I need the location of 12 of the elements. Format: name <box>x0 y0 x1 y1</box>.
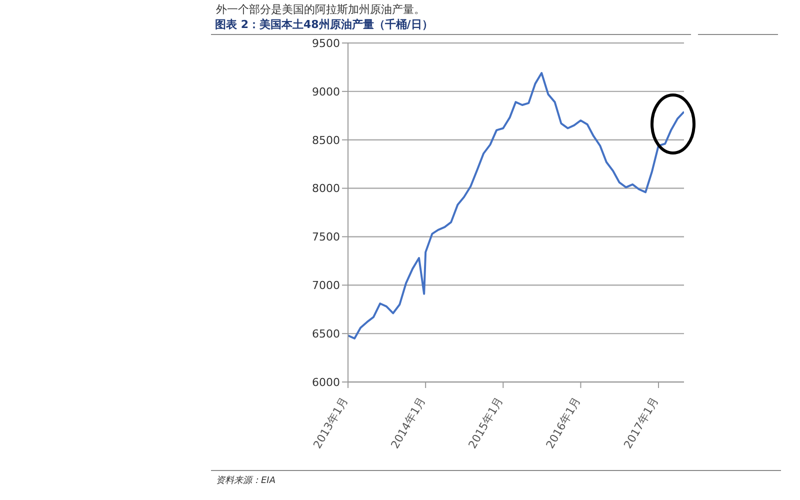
y-tick-label: 9500 <box>312 36 340 50</box>
chart-title: 图表 2：美国本土48州原油产量（千桶/日） <box>215 17 433 32</box>
y-tick-label: 7500 <box>312 230 340 244</box>
text: 外一个部分是美国的阿拉斯加州原油产量。 <box>216 2 425 17</box>
y-tick-label: 8500 <box>312 134 340 147</box>
line-series <box>348 72 684 340</box>
y-tick-label: 6000 <box>312 376 340 389</box>
text: 资料来源：EIA <box>216 474 276 487</box>
y-tick-label: 6500 <box>312 327 340 340</box>
y-tick-label: 9000 <box>312 85 340 98</box>
y-tick-label: 7000 <box>312 279 340 292</box>
y-tick-label: 8000 <box>312 182 340 196</box>
